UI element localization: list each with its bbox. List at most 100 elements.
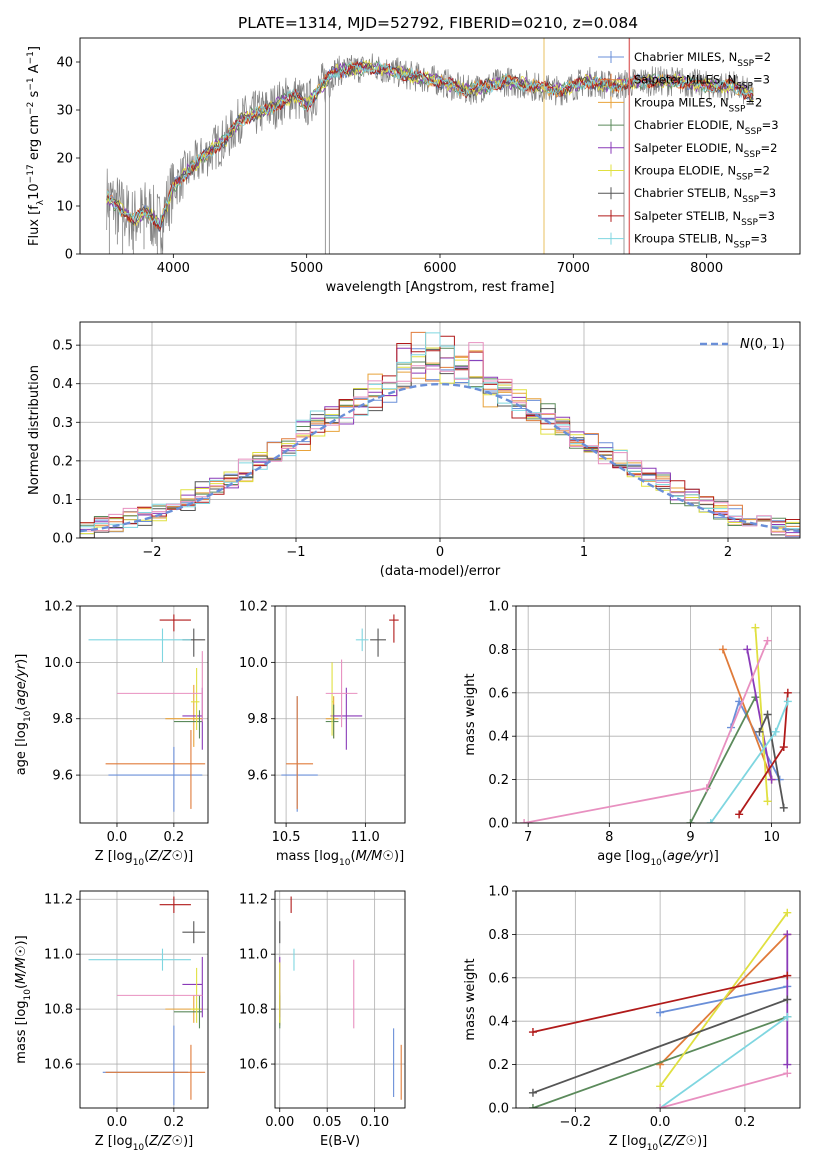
label-part: ( [350,849,355,864]
mass-weight-marker [718,645,727,654]
y-tick-label: 11.0 [44,948,73,963]
y-tick-label: 10.6 [239,1058,268,1073]
label-part: Chabrier ELODIE, N [634,118,745,132]
label-part: Flux [f [27,205,42,246]
mass-weight-marker [751,623,760,632]
mass-weight-line [659,1016,788,1108]
y-tick-label: 0.0 [52,532,73,547]
label-part: SSP [744,150,761,160]
label-part: age [ [14,742,29,775]
mass-weight-line [689,696,757,823]
x-axis-label: Z [log10(Z/Z☉)] [95,1134,194,1153]
label-part: N [740,337,750,352]
label-part: SSP [741,218,758,228]
axes-frame [79,605,209,824]
y-tick-label: 0.4 [488,730,509,745]
y-tick-label: 30 [56,104,73,119]
label-part: M/M [14,957,29,984]
axes-frame [515,890,801,1109]
mass-weight-marker [755,727,764,736]
mass-weight-line [659,1072,788,1108]
y-tick-label: 20 [56,152,73,167]
label-part: =2 [745,95,762,109]
y-tick-label: 9.8 [52,712,73,727]
label-part: mass [ [276,849,319,864]
x-tick-label: 1 [580,545,588,560]
label-part: age/yr [667,849,710,864]
y-tick-label: 1.0 [488,600,509,615]
legend-entry: Chabrier STELIB, NSSP=3 [634,186,776,205]
y-axis-label: mass weight [463,958,478,1040]
normal-curve [80,382,800,533]
label-part: SSP [729,104,746,114]
mass-weight-marker [528,1028,537,1037]
y-tick-label: 0 [65,248,73,263]
age-vs-mass-panel: 10.5 11.0 9.6 9.8 10.0 10.2 mass [log10(M/M☉)] [239,600,406,868]
x-tick-label: 0.2 [735,1115,756,1130]
label-part: (data-model)/error [380,564,501,579]
x-axis-label: mass [log10(M/M☉)] [276,849,404,868]
axes-frame [79,890,209,1109]
mass-weight-marker [656,1104,665,1108]
mass_vs_Z-plot-area [88,896,206,1106]
y-tick-label: 0.6 [488,971,509,986]
mass-weight-marker [783,1012,792,1021]
y-tick-label: 0.1 [52,493,73,508]
y-tick-label: 0.2 [488,1058,509,1073]
label-part: ( [658,1134,663,1149]
x-tick-label: 0.2 [164,830,185,845]
label-part: log [14,1000,29,1020]
legend-entry: Kroupa ELODIE, NSSP=2 [634,164,770,183]
mass-weight-marker [779,803,788,812]
mass-weight-marker [735,810,744,819]
spectrum-title: PLATE=1314, MJD=52792, FIBERID=0210, z=0… [238,14,638,32]
label-part: ☉)] [171,1134,193,1149]
legend-entry: Salpeter ELODIE, NSSP=2 [634,141,777,160]
mass-weight-line [659,912,789,1087]
x-tick-label: 7 [524,830,532,845]
x-axis-label: wavelength [Angstrom, rest frame] [326,280,555,295]
legend-entry: Kroupa MILES, NSSP=2 [634,95,762,114]
y-axis-label: mass weight [463,673,478,755]
label-part: 10 [647,1143,659,1153]
y-tick-label: 10.0 [239,656,268,671]
label-part: SSP [734,241,751,251]
label-part: =2 [754,50,771,64]
label-part: A [27,64,42,77]
x-tick-label: −1 [286,545,305,560]
x-tick-label: 0.2 [164,1115,185,1130]
label-part: Kroupa MILES, N [634,95,729,109]
x-tick-label: 5000 [290,261,323,276]
label-part: mass [ [14,1020,29,1063]
mass-weight-marker [763,797,772,806]
y-tick-label: 11.0 [239,948,268,963]
mass-weight-marker [706,819,715,823]
mass-weight-marker [520,819,529,823]
y-tick-label: 10.8 [44,1003,73,1018]
y-tick-label: 1.0 [488,885,509,900]
label-part: erg cm [27,115,42,164]
y-tick-label: 0.2 [488,773,509,788]
mass-weight-marker [783,697,792,706]
label-part: 10 [23,710,33,722]
x-tick-label: 0.10 [360,1115,389,1130]
label-part: ] [27,46,42,51]
label-part: λ [36,199,46,205]
y-tick-label: 0.8 [488,643,509,658]
label-part: SSP [736,173,753,183]
y-tick-label: 0.5 [52,339,73,354]
x-tick-label: 8 [605,830,613,845]
label-part: ☉)] [382,849,404,864]
residuals-panel: −2 −1 0 1 2 0.0 0.1 0.2 0.3 0.4 0.5 (data-model)/er… [27,321,801,579]
label-part: Z [ [95,1134,113,1149]
label-part: ( [144,849,149,864]
y-tick-label: 10.6 [44,1058,73,1073]
y-tick-label: 0.0 [488,1102,509,1117]
y-tick-label: 10.2 [44,600,73,615]
age_vs_Z-plot-area [88,614,206,812]
label-part: ☉)] [171,849,193,864]
label-part: Kroupa ELODIE, N [634,164,736,178]
x-tick-label: 7000 [557,261,590,276]
x-tick-label: 0.05 [313,1115,342,1130]
